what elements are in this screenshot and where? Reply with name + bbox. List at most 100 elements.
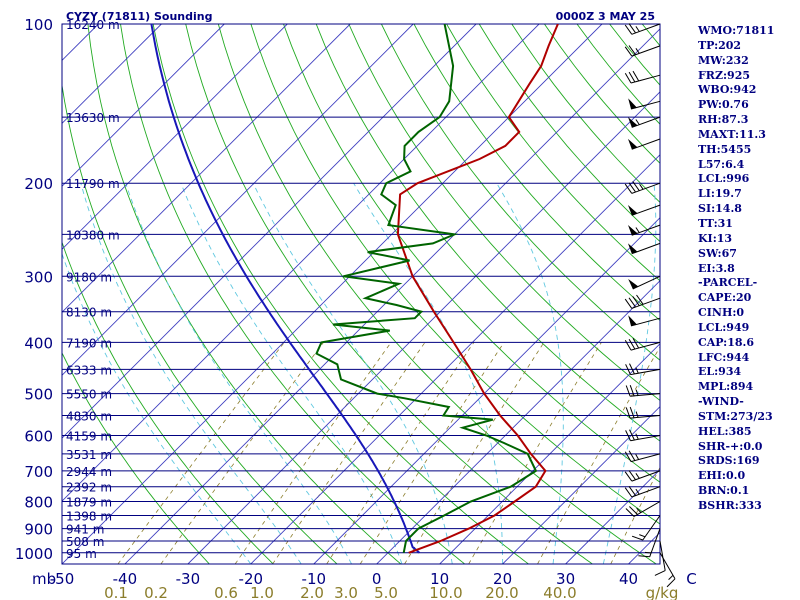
- isotherm: [62, 24, 414, 376]
- dry-adiabat: [413, 24, 660, 321]
- wind-barb: [638, 528, 661, 558]
- index-row: LFC:944: [698, 350, 750, 364]
- mixing-ratio-tick-label: 10.0: [429, 584, 462, 600]
- isotherm: [313, 217, 660, 564]
- dry-adiabat: [217, 24, 657, 564]
- temperature-tick-label: -40: [113, 570, 138, 588]
- height-label: 1398 m: [66, 510, 112, 524]
- wind-barb: [624, 181, 661, 194]
- isotherm: [62, 24, 540, 502]
- wind-barb: [625, 501, 661, 517]
- height-label: 7190 m: [66, 336, 112, 350]
- wind-barb: [628, 116, 661, 128]
- index-row: WBO:942: [698, 83, 757, 97]
- chart-timestamp: 0000Z 3 MAY 25: [556, 10, 655, 23]
- index-row: MPL:894: [698, 380, 754, 394]
- moist-adiabat: [496, 182, 564, 564]
- height-label: 95 m: [66, 547, 97, 561]
- dry-adiabat: [152, 24, 529, 564]
- index-row: BRN:0.1: [698, 484, 750, 498]
- dry-adiabat: [446, 24, 660, 282]
- mixing-ratio-line: [117, 342, 285, 564]
- index-row: EHI:0.0: [698, 469, 746, 483]
- temperature-tick-label: -30: [176, 570, 201, 588]
- height-label: 11790 m: [66, 177, 120, 191]
- pressure-axis-unit: mb: [32, 570, 56, 588]
- isotherm: [62, 24, 603, 564]
- isobar-lines: [61, 23, 661, 565]
- wind-barb: [659, 552, 676, 588]
- temperature-tick-label: -10: [302, 570, 327, 588]
- index-row: SW:67: [698, 246, 737, 260]
- height-label: 6333 m: [66, 363, 112, 377]
- height-label: 4159 m: [66, 430, 112, 444]
- isotherm: [62, 24, 162, 125]
- temperature-tick-label: C: [686, 570, 696, 588]
- index-row: SRDS:169: [698, 454, 760, 468]
- dewpoint-profile: [315, 24, 538, 553]
- moist-adiabat: [80, 183, 302, 564]
- temperature-tick-label: 20: [493, 570, 512, 588]
- dry-adiabat: [62, 351, 210, 564]
- wind-barb: [628, 204, 661, 216]
- pressure-tick-label: 400: [24, 334, 53, 352]
- wind-barb: [628, 315, 661, 327]
- index-row: STM:273/23: [698, 409, 773, 423]
- height-label: 9180 m: [66, 270, 112, 284]
- dry-adiabat: [62, 240, 274, 564]
- isotherm: [187, 91, 660, 564]
- index-row: TP:202: [698, 38, 742, 52]
- pressure-tick-label: 100: [24, 16, 53, 34]
- wind-barb: [624, 294, 661, 309]
- moist-adiabat: [353, 182, 504, 564]
- mixing-ratio-tick-label: 0.1: [104, 584, 128, 600]
- pressure-tick-label: 500: [24, 386, 53, 404]
- index-row: MAXT:11.3: [698, 127, 766, 141]
- pressure-tick-label: 600: [24, 428, 53, 446]
- index-row: SHR-+:0.0: [698, 439, 763, 453]
- mixing-ratio-line: [404, 342, 545, 564]
- wind-barb: [624, 45, 661, 57]
- index-row: CAP:18.6: [698, 335, 755, 349]
- sounding-profiles: [150, 24, 559, 554]
- mixing-ratio-line: [468, 342, 602, 564]
- pressure-tick-label: 300: [24, 268, 53, 286]
- wind-barb: [631, 515, 661, 541]
- temperature-tick-label: 0: [372, 570, 382, 588]
- height-label: 13630 m: [66, 111, 120, 125]
- wind-barb: [625, 429, 661, 442]
- index-row: CINH:0: [698, 306, 745, 320]
- wind-barb: [625, 363, 661, 376]
- dry-adiabat: [120, 24, 465, 564]
- index-row: LCL:996: [698, 172, 750, 186]
- index-row: -PARCEL-: [698, 276, 758, 290]
- index-row: BSHR:333: [698, 499, 762, 512]
- moist-adiabat: [125, 183, 352, 564]
- mixing-ratio-tick-label: g/kg: [646, 584, 679, 600]
- height-label: 16240 m: [66, 18, 120, 32]
- index-row: RH:87.3: [698, 113, 749, 127]
- dry-adiabat: [250, 24, 660, 525]
- isotherm: [62, 24, 225, 187]
- mixing-ratio-tick-label: 2.0: [300, 584, 324, 600]
- plot-frame: [61, 23, 661, 565]
- wind-barb: [628, 138, 661, 150]
- index-row: -WIND-: [698, 395, 744, 409]
- wind-barb: [624, 486, 661, 498]
- mixing-ratio-tick-label: 3.0: [334, 584, 358, 600]
- height-label: 508 m: [66, 535, 104, 549]
- index-row: MW:232: [698, 53, 749, 67]
- dry-adiabat: [348, 24, 660, 401]
- temperature-tick-label: -50: [50, 570, 75, 588]
- temperature-profile: [396, 24, 559, 554]
- index-row: WMO:71811: [698, 24, 775, 37]
- isotherm: [502, 405, 660, 564]
- wind-barb: [628, 242, 661, 255]
- wind-barb: [624, 470, 661, 482]
- wind-barb: [628, 98, 661, 110]
- temperature-tick-label: 10: [430, 570, 449, 588]
- mixing-ratio-line: [234, 342, 392, 564]
